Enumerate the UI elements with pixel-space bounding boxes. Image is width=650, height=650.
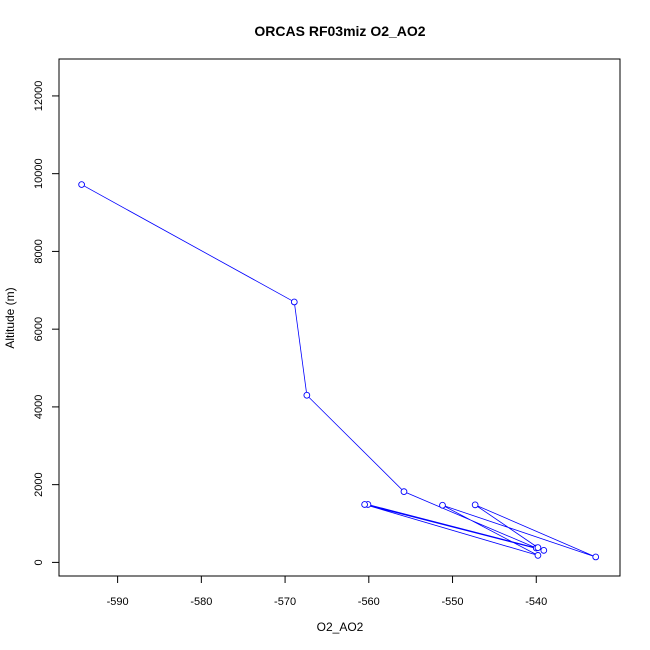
x-tick-label: -560 (358, 596, 380, 608)
y-tick-label: 8000 (33, 239, 45, 263)
y-tick-label: 12000 (33, 81, 45, 112)
data-point (290, 298, 298, 306)
data-point (400, 488, 408, 496)
y-tick-label: 4000 (33, 395, 45, 419)
data-point (439, 501, 446, 509)
y-tick-label: 0 (33, 559, 45, 565)
series-layer (78, 181, 600, 561)
x-tick-label: -540 (525, 596, 547, 608)
data-point (471, 501, 479, 509)
chart-title: ORCAS RF03miz O2_AO2 (254, 23, 425, 39)
x-axis: -590 -580 -570 -560 -550 -540 (107, 575, 547, 608)
y-tick-label: 10000 (33, 158, 45, 189)
x-axis-label: O2_AO2 (317, 620, 364, 634)
x-tick-label: -550 (442, 596, 464, 608)
x-tick-label: -580 (190, 596, 212, 608)
data-point (78, 181, 85, 188)
data-point (361, 501, 368, 508)
data-point (534, 552, 542, 559)
data-point (540, 546, 548, 554)
x-tick-label: -570 (274, 596, 296, 608)
y-axis: 0 2000 4000 6000 8000 10000 12000 (33, 81, 60, 565)
data-point (592, 553, 600, 561)
data-point (303, 391, 311, 399)
y-tick-label: 2000 (33, 472, 45, 496)
data-point (534, 544, 542, 551)
y-tick-label: 6000 (33, 317, 45, 341)
x-tick-label: -590 (107, 596, 129, 608)
y-axis-label: Altitude (m) (3, 287, 17, 348)
